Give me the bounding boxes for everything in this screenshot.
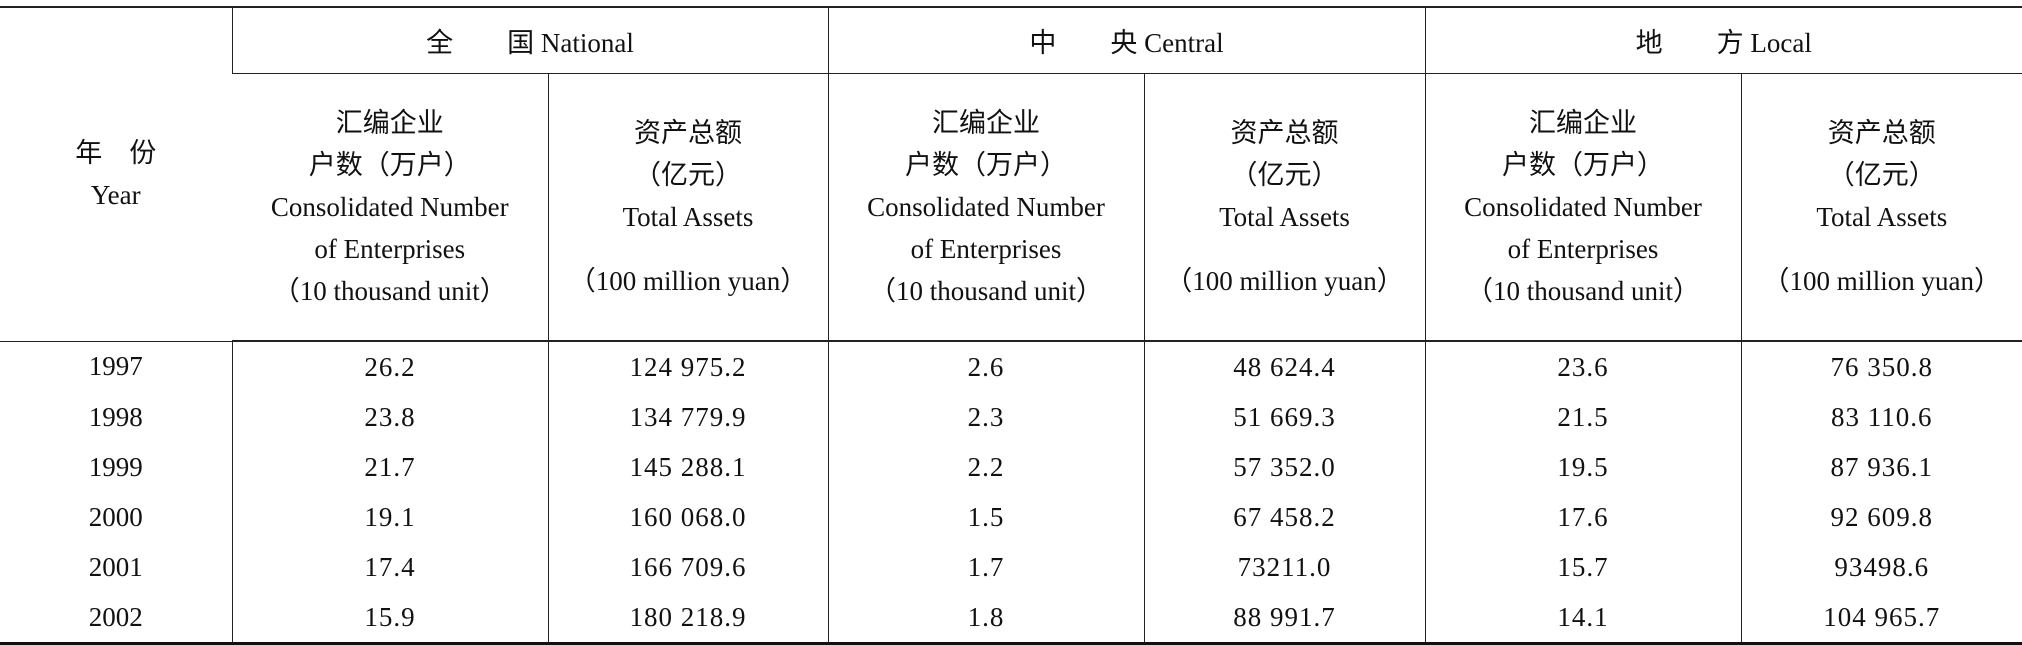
- column-header-line: of Enterprises: [910, 234, 1062, 264]
- column-header-line: （亿元）: [634, 160, 742, 190]
- year-header-line: Year: [90, 180, 141, 211]
- column-header-line: 汇编企业: [932, 108, 1041, 138]
- value-cell: 2.2: [827, 442, 1145, 492]
- column-header-line: （亿元）: [1230, 160, 1339, 190]
- year-cell: 1999: [88, 451, 143, 482]
- value-cell: 67 458.2: [1143, 492, 1426, 542]
- value-cell: 76 350.8: [1740, 341, 2022, 392]
- column-header: 汇编企业户数（万户） Consolidated Number of Enterpri…: [232, 73, 548, 342]
- value-cell: 19.5: [1424, 442, 1742, 492]
- value-cell: 21.5: [1424, 392, 1742, 442]
- value-cell: 21.7: [231, 442, 548, 492]
- value-cell: 124 975.2: [547, 341, 829, 392]
- column-header-line: 汇编企业: [1529, 108, 1638, 138]
- column-header-line: 户数（万户）: [308, 150, 471, 180]
- spacer: [1145, 238, 1425, 260]
- column-header-line: 资产总额: [1827, 118, 1936, 148]
- value-cell: 15.7: [1424, 542, 1742, 592]
- data-table: 年 份 Year 全 国 National 中 央 Central 地 方 Local …: [0, 6, 2022, 645]
- value-cell: 48 624.4: [1143, 341, 1426, 392]
- column-header-line: （10 thousand unit）: [869, 276, 1104, 306]
- value-cell: 15.9: [231, 592, 548, 645]
- year-cell: 2001: [88, 551, 143, 582]
- value-cell: 26.2: [231, 341, 548, 392]
- value-cell: 87 936.1: [1740, 442, 2022, 492]
- column-header: 资产总额 （亿元） Total Assets （100 million yuan）: [547, 73, 829, 342]
- value-cell: 57 352.0: [1143, 442, 1426, 492]
- value-cell: 104 965.7: [1740, 592, 2022, 645]
- value-cell: 1.8: [827, 592, 1145, 645]
- column-header-line: Consolidated Number: [867, 192, 1105, 222]
- year-cell: 1997: [88, 351, 143, 382]
- column-header-line: Total Assets: [1219, 202, 1350, 232]
- value-cell: 1.5: [827, 492, 1145, 542]
- column-header-line: （100 million yuan）: [1165, 266, 1404, 296]
- column-header-line: 资产总额: [634, 118, 742, 148]
- year-header-line: 年 份: [75, 138, 157, 169]
- column-header-line: （10 thousand unit）: [1466, 276, 1701, 306]
- value-cell: 14.1: [1424, 592, 1742, 645]
- value-cell: 160 068.0: [547, 492, 829, 542]
- column-header-line: （100 million yuan）: [568, 266, 808, 296]
- value-cell: 73211.0: [1143, 542, 1426, 592]
- value-cell: 17.6: [1424, 492, 1742, 542]
- table-row: 1998 23.8 134 779.9 2.3 51 669.3 21.5 83 110.6: [0, 392, 2022, 442]
- column-header-line: 户数（万户）: [1502, 150, 1665, 180]
- column-header-line: （100 million yuan）: [1762, 266, 2002, 296]
- value-cell: 180 218.9: [547, 592, 829, 645]
- value-cell: 2.3: [827, 392, 1145, 442]
- spacer: [1742, 238, 2022, 260]
- group-header: 地 方 Local: [1424, 6, 2022, 74]
- group-header: 全 国 National: [231, 6, 829, 74]
- value-cell: 2.6: [827, 341, 1145, 392]
- column-header-line: 户数（万户）: [905, 150, 1068, 180]
- value-cell: 19.1: [231, 492, 548, 542]
- value-cell: 1.7: [827, 542, 1145, 592]
- table-row: 1997 26.2 124 975.2 2.6 48 624.4 23.6 76 350.8: [0, 341, 2022, 392]
- table-row: 2000 19.1 160 068.0 1.5 67 458.2 17.6 92 609.8: [0, 492, 2022, 542]
- value-cell: 17.4: [231, 542, 548, 592]
- table-row: 2001 17.4 166 709.6 1.7 73211.0 15.7 93498.6: [0, 542, 2022, 592]
- column-header-line: Consolidated Number: [270, 192, 509, 222]
- column-header-line: 资产总额: [1230, 118, 1339, 148]
- value-cell: 23.8: [231, 392, 548, 442]
- table-wrap: 年 份 Year 全 国 National 中 央 Central 地 方 Local …: [0, 6, 2022, 645]
- column-header-line: of Enterprises: [314, 234, 466, 264]
- value-cell: 93498.6: [1740, 542, 2022, 592]
- column-header-line: （10 thousand unit）: [272, 276, 507, 306]
- column-header: 资产总额 （亿元） Total Assets （100 million yuan）: [1740, 73, 2022, 342]
- value-cell: 145 288.1: [547, 442, 829, 492]
- value-cell: 166 709.6: [547, 542, 829, 592]
- group-header: 中 央 Central: [827, 6, 1426, 74]
- table-row: 1999 21.7 145 288.1 2.2 57 352.0 19.5 87 936.1: [0, 442, 2022, 492]
- value-cell: 134 779.9: [547, 392, 829, 442]
- column-header: 资产总额 （亿元） Total Assets （100 million yuan）: [1143, 73, 1426, 342]
- year-cell: 2002: [0, 592, 232, 645]
- value-cell: 51 669.3: [1143, 392, 1426, 442]
- column-header-line: Total Assets: [1816, 202, 1948, 232]
- year-header: 年 份 Year: [0, 6, 232, 342]
- value-cell: 92 609.8: [1740, 492, 2022, 542]
- column-header-line: 汇编企业: [335, 108, 444, 138]
- column-header-line: Consolidated Number: [1464, 192, 1702, 222]
- column-header: 汇编企业户数（万户） Consolidated Number of Enterpri…: [1424, 73, 1742, 342]
- column-header: 汇编企业户数（万户） Consolidated Number of Enterpri…: [827, 73, 1145, 342]
- column-header-line: of Enterprises: [1507, 234, 1659, 264]
- year-cell: 1998: [88, 401, 143, 432]
- table-row: 2002 15.9 180 218.9 1.8 88 991.7 14.1 104 965.…: [0, 592, 2022, 645]
- value-cell: 83 110.6: [1740, 392, 2022, 442]
- column-header-line: Total Assets: [622, 202, 754, 232]
- value-cell: 88 991.7: [1143, 592, 1426, 645]
- spacer: [549, 238, 828, 260]
- value-cell: 23.6: [1424, 341, 1742, 392]
- column-header-line: （亿元）: [1827, 160, 1936, 190]
- year-cell: 2000: [88, 501, 143, 532]
